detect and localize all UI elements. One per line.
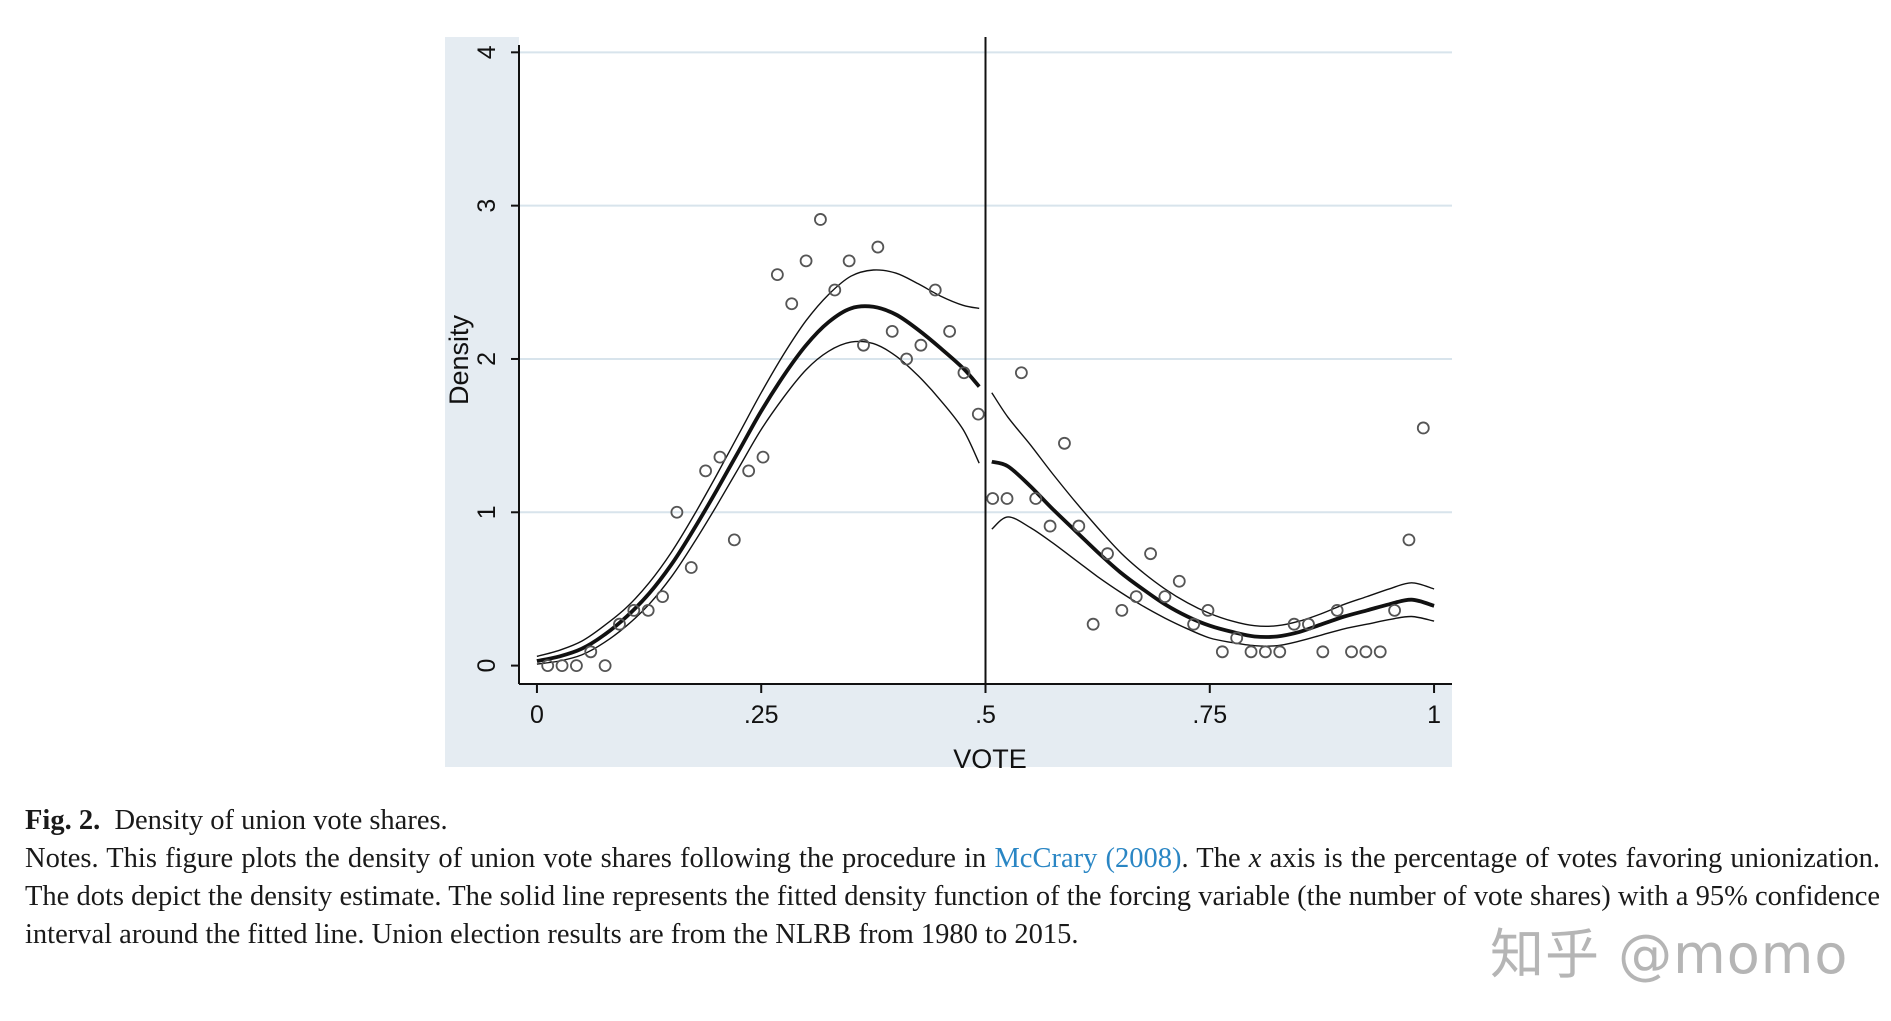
density-point xyxy=(914,338,928,352)
density-point xyxy=(1172,574,1186,588)
density-point xyxy=(627,604,641,617)
tick-labels: 0 1 2 3 4 0 .25 .5 .75 1 xyxy=(473,45,1441,729)
x-tick-label: 0 xyxy=(530,701,544,729)
x-tick-label: .5 xyxy=(975,701,996,729)
density-point xyxy=(570,659,583,673)
density-point xyxy=(613,617,626,631)
notes-text: axis is the percentage of votes favoring… xyxy=(25,843,1880,950)
watermark: 知乎 @momo xyxy=(1490,923,1849,986)
fit-line-left xyxy=(536,304,981,663)
density-point xyxy=(598,659,612,673)
density-point xyxy=(656,590,669,604)
density-point xyxy=(785,297,799,311)
density-point xyxy=(957,366,971,380)
density-point xyxy=(1244,645,1258,659)
figure-caption: Fig. 2. Density of union vote shares. No… xyxy=(25,802,1880,954)
density-point xyxy=(986,492,1000,505)
density-point xyxy=(885,324,899,338)
density-point xyxy=(1345,645,1358,659)
notes-text: . The xyxy=(1181,843,1241,874)
density-point xyxy=(584,645,598,659)
citation-link[interactable]: McCrary (2008) xyxy=(994,843,1182,874)
fit-line-right xyxy=(991,459,1435,639)
x-axis-label: VOTE xyxy=(953,744,1027,774)
density-point xyxy=(1316,645,1330,659)
density-point xyxy=(1388,604,1401,617)
density-point xyxy=(1158,590,1172,604)
density-point xyxy=(943,324,957,338)
y-tick-label: 4 xyxy=(473,45,501,59)
figure-label: Fig. 2. xyxy=(25,805,101,836)
ci-upper-right xyxy=(991,392,1435,627)
density-point xyxy=(1287,617,1301,631)
density-point xyxy=(1014,366,1028,380)
x-tick-label: .75 xyxy=(1192,701,1227,729)
ci-lower-right xyxy=(991,516,1435,647)
density-point xyxy=(1058,436,1071,450)
density-point xyxy=(1215,645,1229,659)
density-point xyxy=(799,254,813,268)
fitted-lines xyxy=(536,304,1435,663)
y-axis-label: Density xyxy=(444,314,474,405)
density-point xyxy=(1201,604,1215,617)
density-point xyxy=(900,352,913,366)
notes-text: Notes. This figure plots the density of … xyxy=(25,843,987,874)
density-points xyxy=(541,213,1430,673)
density-point xyxy=(1144,547,1157,561)
density-point xyxy=(1000,492,1014,505)
density-point xyxy=(828,283,842,297)
density-point xyxy=(1373,645,1387,659)
ci-upper-left xyxy=(536,269,980,658)
density-point xyxy=(684,561,698,574)
x-tick-label: .25 xyxy=(744,701,779,729)
y-tick-label: 2 xyxy=(473,352,501,366)
density-point xyxy=(555,659,569,673)
density-point xyxy=(928,283,942,297)
y-tick-label: 3 xyxy=(473,199,501,213)
density-point xyxy=(1330,604,1344,617)
density-point xyxy=(842,254,856,268)
y-tick-label: 1 xyxy=(473,505,501,519)
caption-title-line: Fig. 2. Density of union vote shares. xyxy=(25,802,1880,840)
density-point xyxy=(756,450,770,464)
density-point xyxy=(1115,604,1129,617)
density-point xyxy=(1187,617,1201,631)
density-point xyxy=(971,407,985,421)
density-chart: 0 1 2 3 4 0 .25 .5 .75 1 VOTE Density xyxy=(444,37,1452,774)
density-point xyxy=(1259,645,1272,659)
figure-title: Density of union vote shares. xyxy=(114,805,448,836)
density-point xyxy=(1086,617,1100,631)
density-point xyxy=(857,338,870,352)
density-point xyxy=(1101,547,1114,561)
density-point xyxy=(1129,590,1143,604)
density-point xyxy=(727,533,741,547)
density-point xyxy=(1416,421,1430,435)
y-tick-label: 0 xyxy=(473,659,501,673)
density-point xyxy=(713,450,727,464)
density-point xyxy=(1359,645,1373,659)
density-point xyxy=(670,505,684,519)
ci-lower-left xyxy=(536,340,980,665)
density-point xyxy=(541,659,555,673)
figure-notes: Notes. This figure plots the density of … xyxy=(25,840,1880,954)
density-point xyxy=(1302,617,1315,631)
density-point xyxy=(1029,492,1043,505)
density-point xyxy=(1072,519,1086,533)
density-point xyxy=(770,268,784,282)
notes-italic-x: x xyxy=(1248,843,1262,874)
density-point xyxy=(1402,533,1416,547)
density-point xyxy=(1230,631,1244,645)
confidence-bands xyxy=(536,269,1435,665)
density-point xyxy=(1043,519,1057,533)
x-tick-label: 1 xyxy=(1427,701,1441,729)
density-point xyxy=(699,464,712,478)
density-point xyxy=(871,240,885,254)
axes xyxy=(511,45,1452,693)
density-point xyxy=(1273,645,1287,659)
density-point xyxy=(814,213,827,226)
density-point xyxy=(742,464,756,478)
density-point xyxy=(641,604,655,617)
